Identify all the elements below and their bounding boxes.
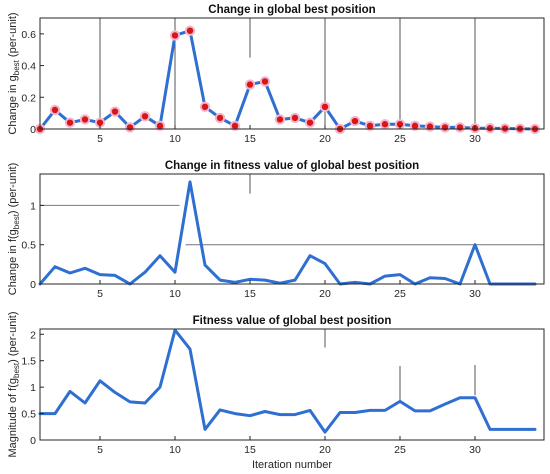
data-point [246, 81, 254, 88]
data-point [306, 119, 314, 126]
data-point [441, 124, 449, 131]
x-tick-label: 15 [244, 133, 256, 145]
x-tick-label: 5 [97, 133, 103, 145]
y-tick-label: 1 [30, 200, 36, 212]
y-tick-label: 0.2 [21, 92, 36, 104]
x-tick-label: 10 [169, 444, 181, 456]
chart-title: Change in global best position [208, 4, 375, 16]
data-point [366, 122, 374, 130]
data-point [231, 122, 239, 130]
y-tick-label: 0 [30, 279, 36, 291]
x-tick-label: 5 [97, 288, 103, 300]
axes-frame [39, 173, 545, 285]
x-tick-label: 20 [319, 133, 331, 145]
x-tick-label: 30 [469, 444, 481, 456]
data-point [156, 122, 164, 130]
x-tick-label: 20 [319, 288, 331, 300]
data-point [171, 32, 179, 39]
y-tick-label: 1 [30, 382, 36, 394]
y-tick-label: 2 [30, 329, 36, 341]
y-axis-label: Change in gbest (per-unit) [7, 12, 21, 134]
data-point [426, 123, 434, 130]
y-tick-label: 0 [30, 435, 36, 447]
y-tick-label: 0 [30, 124, 36, 136]
y-tick-label: 0.5 [21, 409, 36, 421]
x-tick-label: 25 [394, 133, 406, 145]
data-point [81, 116, 89, 123]
chart-panel-2: 5 10 15 20 25 30 0 0.5 1 Change in fitness value … [7, 160, 545, 300]
y-axis-label: Change in f(gbest) (per-unit) [7, 163, 21, 296]
data-point [261, 78, 269, 85]
series-line [38, 180, 537, 286]
y-tick-label: 0.4 [21, 61, 36, 73]
data-point [66, 119, 74, 126]
data-point [486, 125, 494, 132]
data-point [96, 119, 104, 126]
data-point [201, 103, 209, 111]
x-tick-label: 20 [319, 444, 331, 456]
x-tick-label: 5 [97, 444, 103, 456]
x-tick-label: 10 [169, 133, 181, 145]
data-point [51, 106, 59, 114]
data-point [126, 124, 134, 131]
x-tick-label: 30 [469, 288, 481, 300]
x-axis-label: Iteration number [252, 459, 332, 471]
data-point [186, 27, 194, 34]
data-point [381, 121, 389, 128]
x-tick-label: 10 [169, 288, 181, 300]
data-point [111, 108, 119, 115]
y-tick-label: 0.6 [21, 29, 36, 41]
series-line [38, 328, 537, 434]
y-axis-label: Magnitude of f(gbest) (per-unit) [7, 312, 21, 458]
y-tick-label: 0.5 [21, 240, 36, 252]
data-point [216, 114, 224, 122]
x-tick-label: 15 [244, 288, 256, 300]
x-tick-label: 25 [394, 288, 406, 300]
chart-panel-1: 5 10 15 20 25 30 0 0.2 0.4 0.6 Change in global be… [7, 4, 545, 145]
y-tick-label: 1.5 [21, 356, 36, 368]
data-point [276, 116, 284, 123]
x-tick-label: 30 [469, 133, 481, 145]
x-tick-label: 25 [394, 444, 406, 456]
series-line [38, 29, 537, 131]
data-point [396, 121, 404, 128]
chart-title: Fitness value of global best position [193, 315, 392, 327]
data-point [456, 124, 464, 131]
chart-panel-3: 5 10 15 20 25 30 0 0.5 1 1.5 2 Fitness value of glo… [7, 312, 545, 471]
data-point [291, 114, 299, 122]
data-point [141, 113, 149, 120]
x-tick-label: 15 [244, 444, 256, 456]
data-point [411, 122, 419, 130]
data-point [351, 117, 359, 125]
axes-frame [39, 328, 545, 441]
chart-title: Change in fitness value of global best p… [165, 160, 419, 172]
data-point [321, 103, 329, 111]
axes-frame [39, 17, 545, 130]
